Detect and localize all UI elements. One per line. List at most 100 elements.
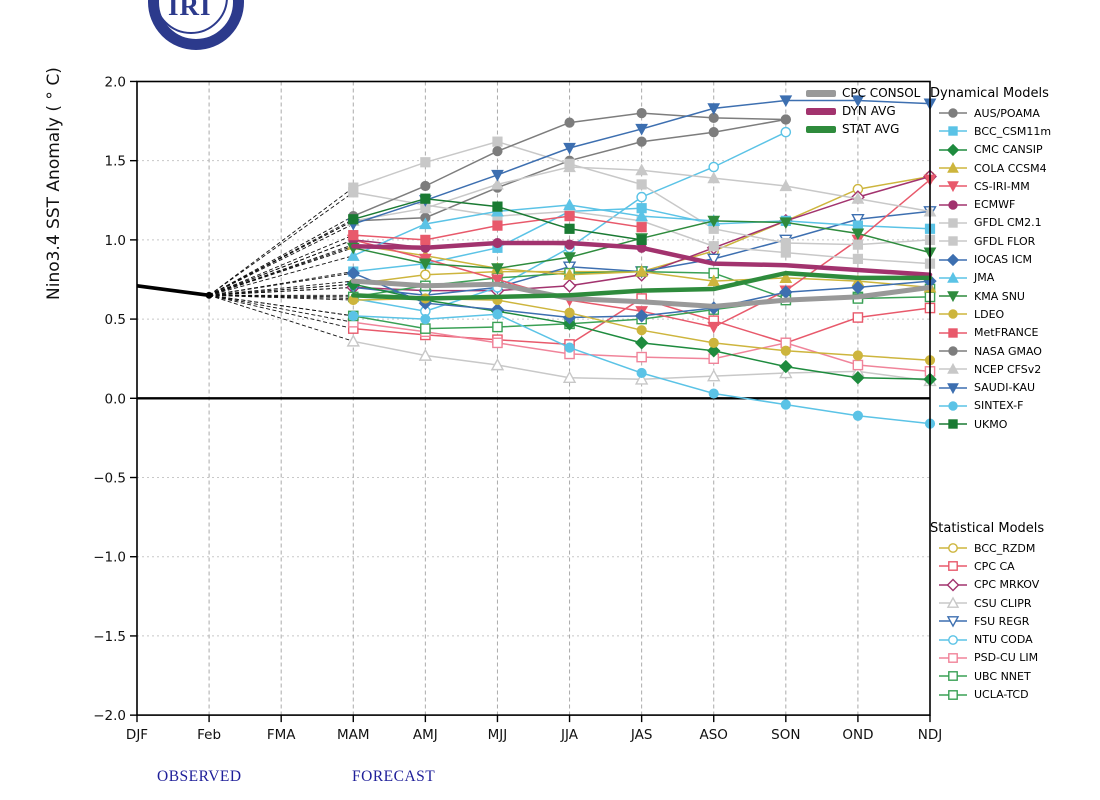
averages-legend-item: STAT AVG	[806, 120, 920, 138]
legend-marker-icon	[939, 653, 967, 663]
legend-swatch-icon	[806, 125, 836, 133]
legend-item-csu-clipr: CSU CLIPR	[930, 594, 1098, 612]
legend-label: BCC_CSM11m	[974, 124, 1052, 138]
data-point-marker	[948, 126, 958, 137]
data-point-marker	[851, 280, 865, 295]
legend-marker-icon	[939, 671, 967, 682]
data-point-marker	[946, 578, 960, 592]
data-point-marker	[948, 689, 958, 700]
legend-marker-icon	[939, 309, 967, 320]
series-metfrance	[348, 211, 647, 245]
legend-marker-icon	[939, 401, 967, 411]
y-tick-label: 0.0	[105, 391, 126, 407]
data-point-marker	[707, 253, 721, 266]
data-point-marker	[947, 291, 959, 303]
data-point-marker	[420, 269, 431, 281]
x-tick-label: AMJ	[413, 727, 438, 743]
fan-line	[209, 294, 354, 298]
data-point-marker	[947, 363, 959, 374]
observed-end-point	[205, 291, 213, 299]
data-point-marker	[780, 247, 791, 258]
legend-marker-icon	[939, 346, 967, 356]
data-point-marker	[948, 108, 958, 118]
data-point-marker	[563, 160, 576, 173]
data-point-marker	[780, 399, 791, 410]
data-point-marker	[707, 369, 721, 382]
data-point-marker	[492, 321, 503, 333]
legend-label: SAUDI-KAU	[974, 381, 1036, 395]
data-point-marker	[564, 117, 575, 128]
legend-item-cs-iri-mm: CS-IRI-MM	[930, 177, 1098, 195]
x-tick-label: ASO	[700, 727, 728, 743]
data-point-marker	[851, 371, 865, 385]
legend-marker-icon	[939, 616, 967, 628]
legend-label: CPC MRKOV	[974, 578, 1040, 592]
data-point-marker	[852, 350, 864, 361]
fan-line	[209, 294, 354, 317]
fan-line	[209, 286, 354, 296]
legend-marker-icon	[939, 271, 967, 283]
data-point-marker	[346, 249, 360, 261]
averages-legend-item: DYN AVG	[806, 102, 920, 120]
data-point-marker	[636, 325, 647, 336]
legend-label: JMA	[974, 271, 995, 285]
x-tick-label: DJF	[126, 727, 148, 743]
data-point-marker	[948, 346, 958, 356]
legend-item-cola-ccsm4: COLA CCSM4	[930, 159, 1098, 177]
fan-line	[209, 294, 354, 301]
data-point-marker	[564, 342, 575, 353]
data-point-marker	[636, 108, 647, 119]
fan-line	[209, 294, 354, 323]
y-tick-label: −1.0	[93, 550, 126, 566]
legend-label: IOCAS ICM	[974, 253, 1033, 267]
legend-marker-icon	[939, 108, 967, 118]
data-point-marker	[491, 169, 504, 182]
data-point-marker	[492, 309, 503, 320]
data-point-marker	[948, 634, 958, 645]
series-ukmo	[348, 193, 647, 245]
legend-label: UBC NNET	[974, 669, 1031, 683]
legend-marker-icon	[939, 561, 967, 572]
legend-item-jma: JMA	[930, 269, 1098, 287]
data-point-marker	[563, 268, 576, 280]
legend-label: CPC CONSOL	[842, 86, 921, 100]
data-point-marker	[636, 234, 647, 245]
data-point-marker	[948, 328, 958, 338]
legend-marker-icon	[939, 328, 967, 338]
legend-marker-icon	[939, 634, 967, 645]
data-point-marker	[708, 161, 720, 173]
data-point-marker	[948, 218, 958, 228]
legend-item-metfrance: MetFRANCE	[930, 324, 1098, 342]
data-point-marker	[420, 193, 431, 204]
data-point-marker	[852, 312, 864, 323]
data-point-marker	[562, 370, 577, 384]
data-point-marker	[419, 201, 432, 214]
data-point-marker	[946, 616, 960, 628]
x-tick-label: NDJ	[918, 727, 942, 743]
legend-marker-icon	[939, 543, 967, 554]
legend-label: GFDL CM2.1	[974, 216, 1042, 230]
fan-line	[208, 255, 354, 296]
data-point-marker	[634, 336, 649, 350]
data-point-marker	[490, 358, 505, 371]
data-point-marker	[948, 671, 958, 682]
data-point-marker	[636, 351, 647, 363]
legend-item-sintex-f: SINTEX-F	[930, 397, 1098, 415]
legend-label: FSU REGR	[974, 614, 1030, 628]
legend-label: MetFRANCE	[974, 326, 1039, 340]
data-point-marker	[635, 264, 648, 277]
data-point-marker	[779, 271, 793, 284]
data-point-marker	[851, 228, 865, 241]
legend-item-ntu-coda: NTU CODA	[930, 630, 1098, 648]
data-point-marker	[491, 177, 504, 190]
data-point-marker	[564, 211, 575, 222]
data-point-marker	[707, 274, 721, 287]
legend-label: LDEO	[974, 307, 1005, 321]
data-point-marker	[634, 309, 649, 323]
fan-line	[209, 272, 354, 296]
legend-item-kma-snu: KMA SNU	[930, 287, 1098, 305]
legend-label: CMC CANSIP	[974, 143, 1043, 157]
statistical-legend-title: Statistical Models	[930, 521, 1045, 536]
data-point-marker	[346, 334, 360, 347]
data-point-marker	[851, 213, 865, 227]
